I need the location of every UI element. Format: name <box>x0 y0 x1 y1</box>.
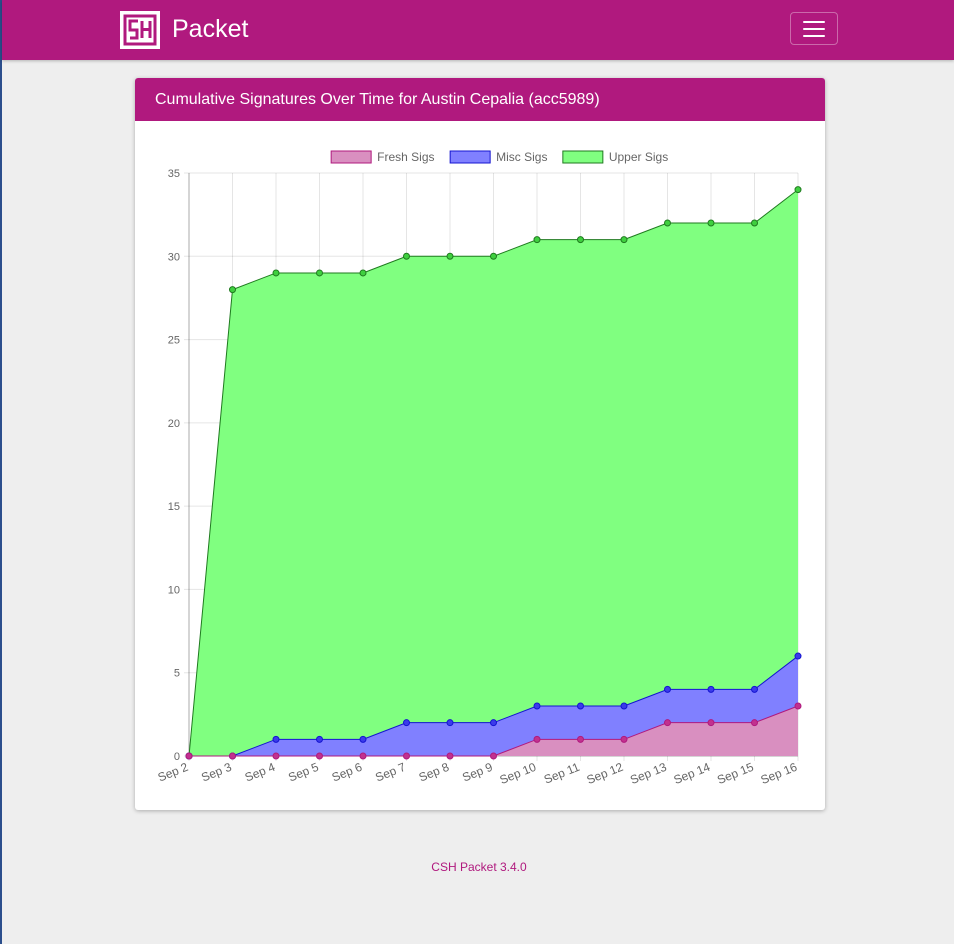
area-upper-sigs <box>189 189 798 757</box>
point-upper-sigs <box>359 269 367 277</box>
point-fresh-sigs <box>403 752 410 760</box>
y-tick-label: 30 <box>168 251 180 263</box>
point-fresh-sigs <box>794 702 802 710</box>
point-upper-sigs <box>577 236 584 244</box>
point-fresh-sigs <box>316 752 323 760</box>
point-fresh-sigs <box>490 752 497 760</box>
point-misc-sigs <box>707 685 715 693</box>
x-tick-label: Sep 5 <box>286 760 321 785</box>
point-upper-sigs <box>707 219 715 227</box>
x-tick-label: Sep 15 <box>715 760 756 787</box>
point-fresh-sigs <box>664 719 671 727</box>
x-tick-label: Sep 11 <box>542 760 582 787</box>
point-fresh-sigs <box>229 752 236 760</box>
point-upper-sigs <box>620 236 628 244</box>
point-fresh-sigs <box>577 735 584 743</box>
chart-card: Cumulative Signatures Over Time for Aust… <box>135 78 825 810</box>
y-tick-label: 20 <box>168 418 180 430</box>
point-fresh-sigs <box>620 735 628 743</box>
point-fresh-sigs <box>751 719 758 727</box>
x-tick-label: Sep 14 <box>672 760 713 787</box>
point-fresh-sigs <box>359 752 367 760</box>
point-misc-sigs <box>664 685 671 693</box>
card-title: Cumulative Signatures Over Time for Aust… <box>135 78 825 121</box>
point-fresh-sigs <box>272 752 280 760</box>
point-upper-sigs <box>229 286 236 294</box>
point-misc-sigs <box>620 702 628 710</box>
x-tick-label: Sep 9 <box>460 760 495 785</box>
point-misc-sigs <box>533 702 541 710</box>
csh-logo-icon[interactable] <box>120 11 160 49</box>
x-tick-label: Sep 10 <box>498 760 539 787</box>
legend-label: Fresh Sigs <box>377 150 434 164</box>
point-upper-sigs <box>533 236 541 244</box>
legend-swatch-fresh-sigs <box>330 150 372 164</box>
point-misc-sigs <box>794 652 802 660</box>
footer-version[interactable]: CSH Packet 3.4.0 <box>431 860 527 874</box>
hamburger-icon <box>803 35 825 37</box>
point-misc-sigs <box>490 719 497 727</box>
x-tick-label: Sep 8 <box>417 760 452 785</box>
point-misc-sigs <box>272 735 280 743</box>
point-misc-sigs <box>316 735 323 743</box>
point-upper-sigs <box>490 252 497 260</box>
point-misc-sigs <box>403 719 410 727</box>
point-misc-sigs <box>359 735 367 743</box>
y-tick-label: 25 <box>168 335 180 347</box>
window-edge <box>0 0 2 944</box>
legend-label: Upper Sigs <box>609 150 668 164</box>
hamburger-icon <box>803 21 825 23</box>
point-fresh-sigs <box>707 719 715 727</box>
hamburger-icon <box>803 28 825 30</box>
x-tick-label: Sep 12 <box>585 760 626 787</box>
point-upper-sigs <box>316 269 323 277</box>
point-upper-sigs <box>403 252 410 260</box>
x-tick-label: Sep 7 <box>373 760 408 785</box>
x-tick-label: Sep 6 <box>330 760 365 785</box>
y-tick-label: 10 <box>168 584 180 596</box>
point-upper-sigs <box>272 269 280 277</box>
legend-swatch-upper-sigs <box>562 150 604 164</box>
point-misc-sigs <box>751 685 758 693</box>
y-tick-label: 35 <box>168 168 180 180</box>
point-upper-sigs <box>446 252 454 260</box>
x-tick-label: Sep 4 <box>243 760 278 785</box>
y-tick-label: 0 <box>174 751 180 763</box>
point-fresh-sigs <box>533 735 541 743</box>
menu-toggle-button[interactable] <box>790 12 838 45</box>
area-fresh-sigs <box>189 706 798 756</box>
y-tick-label: 15 <box>168 501 180 513</box>
x-tick-label: Sep 3 <box>199 760 234 785</box>
legend-label: Misc Sigs <box>496 150 547 164</box>
point-misc-sigs <box>577 702 584 710</box>
point-upper-sigs <box>664 219 671 227</box>
point-fresh-sigs <box>446 752 454 760</box>
x-tick-label: Sep 2 <box>156 760 191 785</box>
signatures-chart: 0 5 10 15 20 25 30 35 Sep 2 Sep 3 Sep 4 Sep 5 Sep 6 S… <box>156 150 802 787</box>
point-upper-sigs <box>794 186 802 194</box>
navbar: Packet <box>2 0 954 60</box>
point-misc-sigs <box>446 719 454 727</box>
x-tick-label: Sep 13 <box>628 760 669 787</box>
point-upper-sigs <box>751 219 758 227</box>
legend-swatch-misc-sigs <box>449 150 491 164</box>
y-tick-label: 5 <box>174 668 180 680</box>
point-fresh-sigs <box>185 752 193 760</box>
x-tick-label: Sep 16 <box>759 760 800 787</box>
brand-name[interactable]: Packet <box>172 15 249 43</box>
